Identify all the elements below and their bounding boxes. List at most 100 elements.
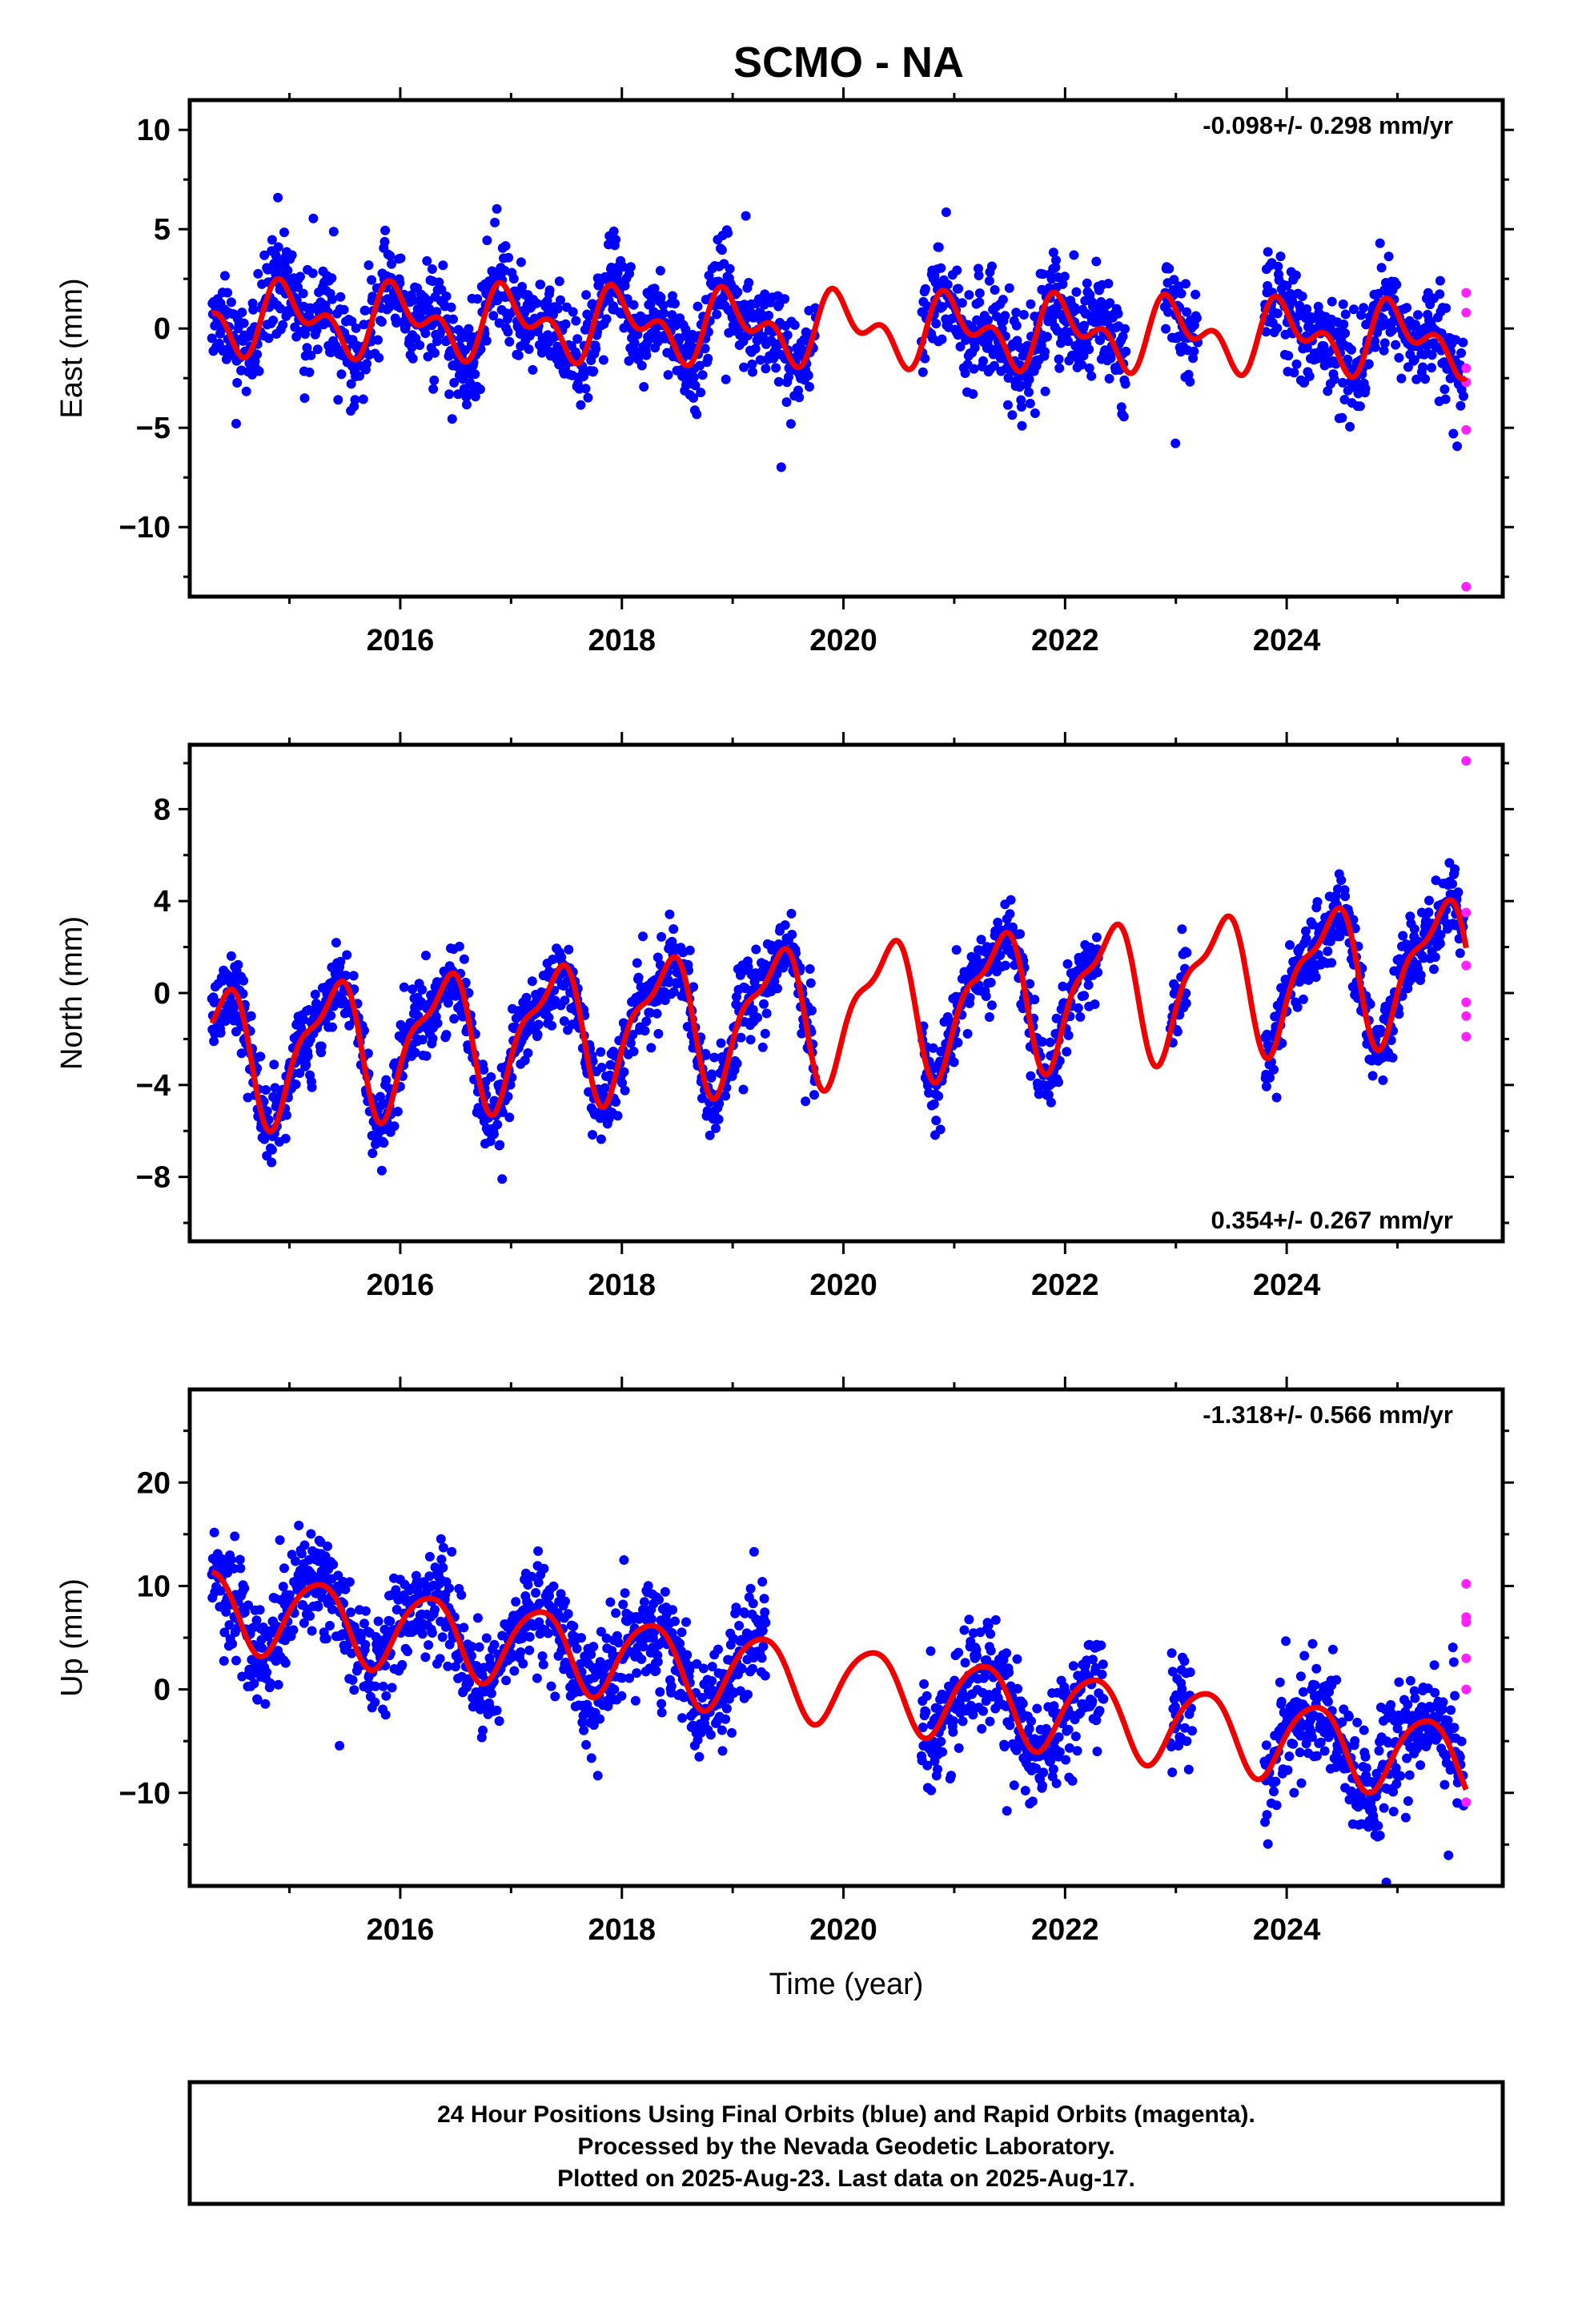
east-point	[1014, 382, 1025, 392]
north-point	[721, 1091, 731, 1101]
north-point	[327, 1022, 337, 1032]
up-point	[387, 1683, 397, 1693]
up-point	[960, 1658, 970, 1668]
east-point	[655, 266, 665, 275]
east-point	[385, 251, 396, 261]
up-point	[294, 1520, 304, 1530]
north-point	[310, 989, 320, 999]
east-point	[984, 275, 994, 286]
east-point	[237, 308, 247, 318]
east-point	[917, 367, 928, 377]
north-point	[1430, 952, 1440, 963]
east-point	[755, 355, 765, 365]
up-point	[749, 1546, 759, 1557]
east-point	[1435, 275, 1445, 286]
up-point	[655, 1687, 665, 1697]
up-point	[713, 1644, 723, 1655]
up-point	[249, 1679, 259, 1689]
east-point	[452, 361, 463, 372]
east-point	[725, 263, 735, 274]
east-point	[764, 311, 774, 320]
north-point	[617, 1078, 627, 1088]
east-point	[1183, 369, 1194, 380]
up-point	[948, 1727, 958, 1737]
north-point	[986, 1000, 997, 1011]
north-point	[1079, 991, 1090, 1001]
east-point	[611, 235, 621, 245]
east-point	[464, 324, 474, 334]
north-point	[533, 1019, 544, 1030]
north-point	[1091, 932, 1102, 943]
east-point	[805, 382, 814, 392]
north-point	[1398, 931, 1408, 941]
north-point	[1046, 1097, 1056, 1108]
east-point	[1007, 410, 1018, 420]
up-point	[537, 1651, 548, 1661]
east-point	[583, 392, 593, 403]
north-point	[459, 954, 469, 964]
north-point	[632, 958, 642, 968]
up-point	[313, 1602, 323, 1612]
up-point	[919, 1679, 930, 1689]
north-point	[951, 945, 962, 955]
up-point	[727, 1727, 737, 1738]
north-point	[1181, 998, 1191, 1008]
north-ytick-label: 0	[154, 977, 171, 1011]
east-point	[1338, 299, 1348, 309]
east-point	[1349, 304, 1359, 315]
up-point	[533, 1546, 544, 1556]
east-point	[1297, 292, 1307, 301]
east-point	[658, 300, 669, 311]
north-point	[807, 1005, 817, 1015]
north-point	[488, 1129, 499, 1140]
north-point	[1265, 1072, 1275, 1083]
east-point	[1337, 412, 1347, 423]
east-point	[1272, 323, 1283, 333]
east-point	[1069, 250, 1079, 260]
north-point	[331, 938, 341, 948]
north-point	[1327, 958, 1337, 968]
east-point	[239, 318, 249, 328]
north-point	[238, 989, 248, 999]
east-point	[1379, 338, 1390, 348]
up-point	[757, 1577, 768, 1587]
east-point	[363, 260, 374, 271]
north-point	[596, 1134, 606, 1144]
north-point	[428, 1033, 438, 1043]
east-point	[488, 311, 499, 321]
east-point	[360, 305, 371, 316]
up-point	[486, 1688, 496, 1699]
north-point	[521, 992, 532, 1003]
east-point	[681, 324, 691, 335]
east-point	[293, 282, 303, 292]
east-point	[1120, 324, 1130, 334]
up-plot-area	[207, 1520, 1472, 1886]
up-point	[618, 1599, 628, 1610]
up-point	[761, 1618, 771, 1628]
east-final-points	[207, 192, 1468, 472]
up-point	[646, 1614, 656, 1624]
east-ytick-label: 10	[137, 114, 171, 147]
up-point	[682, 1650, 693, 1660]
north-point	[303, 1051, 313, 1061]
east-point	[1302, 304, 1312, 314]
north-point	[326, 1011, 336, 1021]
north-point	[1423, 907, 1434, 918]
east-point	[974, 271, 984, 280]
east-point	[231, 419, 241, 428]
north-point	[633, 972, 644, 983]
north-point	[773, 983, 782, 994]
north-point	[682, 1022, 693, 1031]
east-point	[1427, 363, 1436, 373]
north-point	[269, 1059, 279, 1070]
east-point	[1070, 304, 1081, 315]
up-point	[456, 1590, 467, 1600]
north-point	[544, 1012, 554, 1023]
north-point	[301, 1059, 311, 1070]
north-point	[689, 982, 699, 992]
north-point	[255, 1051, 266, 1062]
east-point	[504, 336, 515, 347]
north-point	[1093, 967, 1103, 978]
north-point	[1301, 926, 1311, 936]
east-point	[960, 368, 970, 378]
